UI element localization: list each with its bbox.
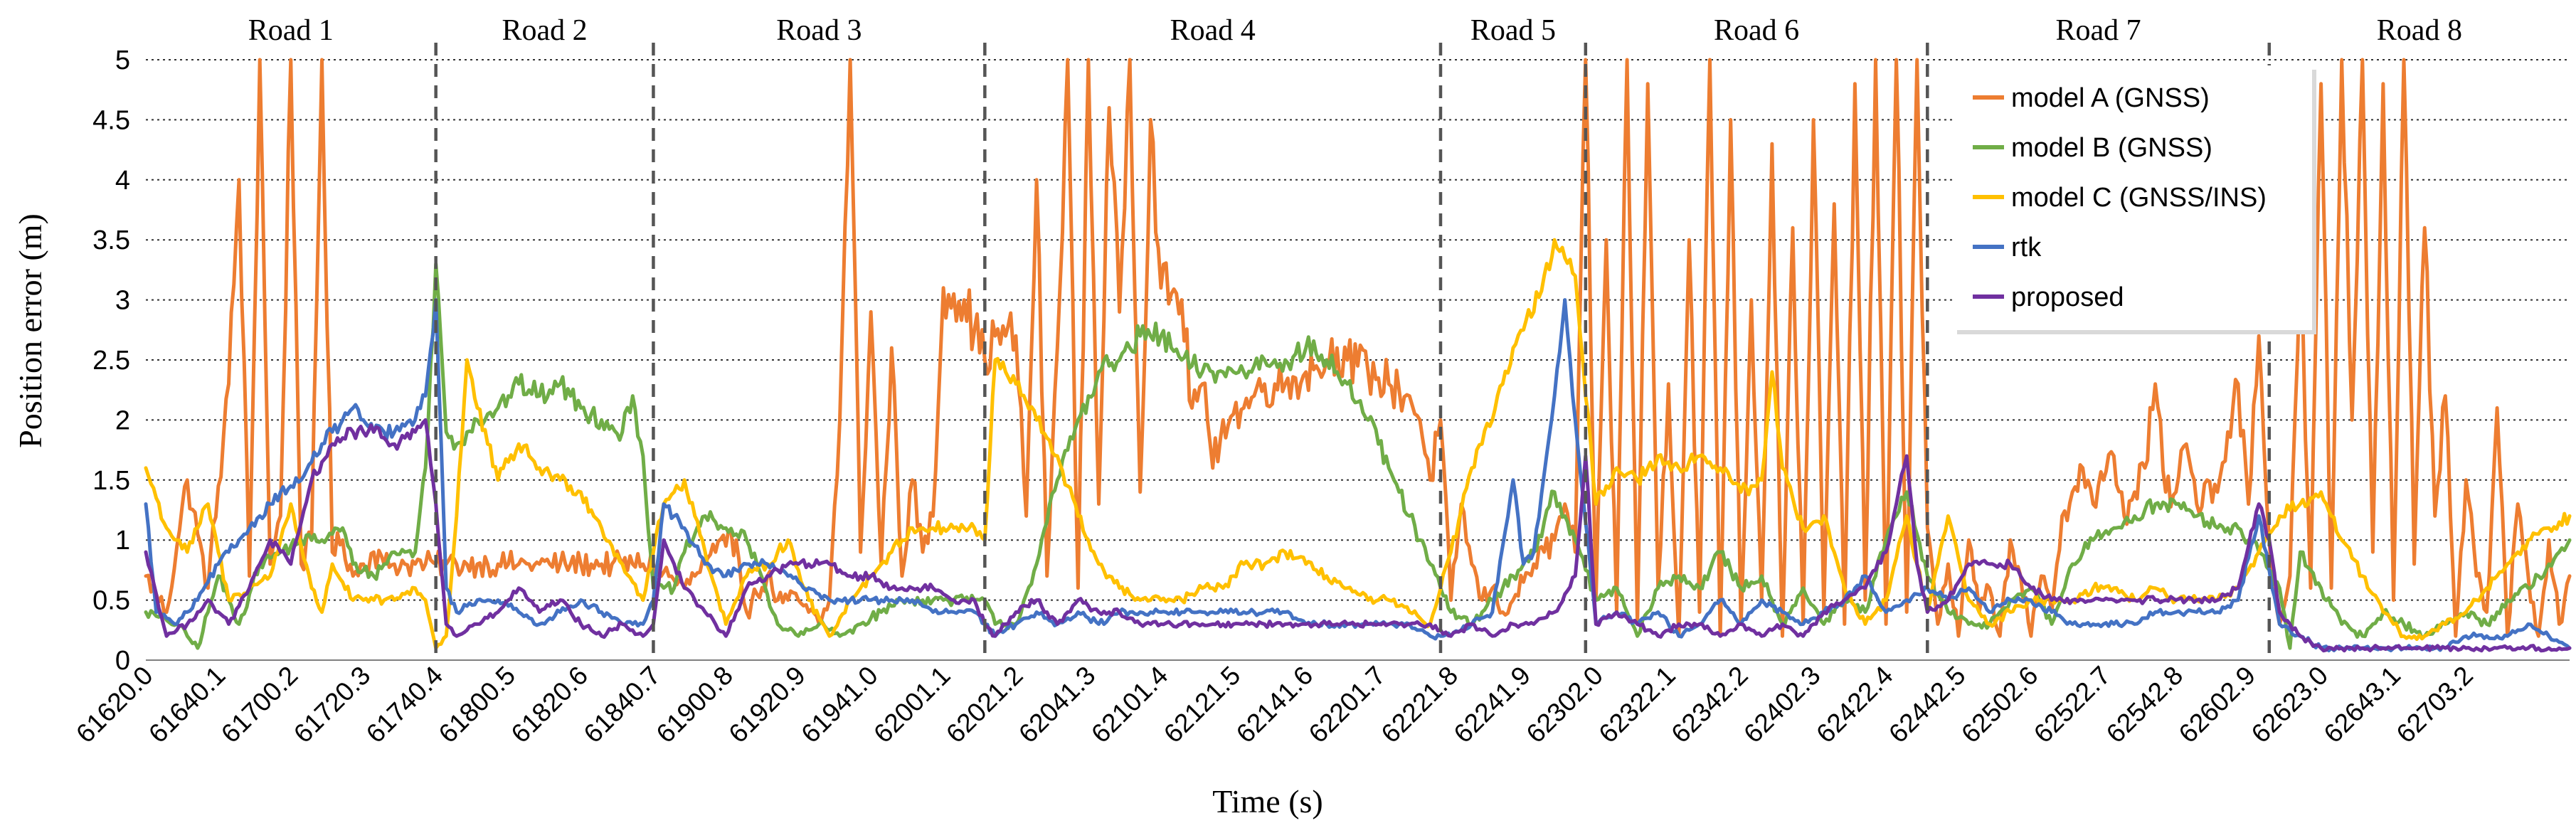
y-tick-label: 1.5 (92, 466, 130, 496)
legend-label: model B (GNSS) (2011, 133, 2212, 163)
y-tick-label: 1 (115, 526, 130, 556)
series-line-proposed (144, 418, 2572, 653)
y-axis-title: Position error (m) (12, 213, 48, 448)
road-label: Road 2 (502, 14, 587, 47)
legend: model A (GNSS) model B (GNSS) model C (GNS… (1953, 65, 2316, 334)
series-line-model-b-gnss (144, 262, 2572, 650)
y-tick-label: 4.5 (92, 105, 130, 135)
y-tick-label: 2.5 (92, 346, 130, 376)
x-axis-title: Time (s) (1212, 783, 1323, 819)
y-tick-label: 2 (115, 405, 130, 435)
y-tick-label: 4 (115, 166, 130, 196)
series-line-model-a-gnss (144, 58, 2572, 638)
y-tick-labels: 0 0.5 1 1.5 2 2.5 3 3.5 4 4.5 5 (92, 46, 130, 676)
legend-label: rtk (2011, 233, 2042, 262)
y-tick-label: 0.5 (92, 586, 130, 616)
legend-label: model A (GNSS) (2011, 83, 2210, 113)
y-tick-label: 0 (115, 646, 130, 676)
series-line-model-c-gnss-ins (144, 238, 2572, 650)
legend-label: proposed (2011, 282, 2124, 312)
series-lines (144, 58, 2572, 653)
road-label: Road 4 (1170, 14, 1256, 47)
y-tick-label: 5 (115, 46, 130, 75)
y-tick-label: 3 (115, 286, 130, 316)
road-label: Road 3 (776, 14, 862, 47)
legend-label: model C (GNSS/INS) (2011, 183, 2267, 213)
road-label: Road 7 (2055, 14, 2141, 47)
road-labels: Road 1 Road 2 Road 3 Road 4 Road 5 Road 6 Road… (248, 14, 2462, 47)
y-tick-label: 3.5 (92, 225, 130, 255)
road-label: Road 8 (2377, 14, 2462, 47)
road-label: Road 6 (1714, 14, 1799, 47)
road-label: Road 1 (248, 14, 334, 47)
road-label: Road 5 (1470, 14, 1556, 47)
legend-box (1953, 65, 2312, 330)
road-dividers (434, 43, 2272, 660)
